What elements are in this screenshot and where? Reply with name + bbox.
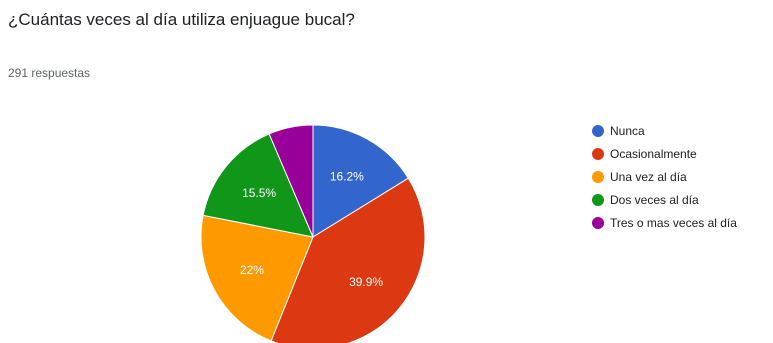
question-title: ¿Cuántas veces al día utiliza enjuague b… [8, 10, 355, 29]
legend-swatch-icon [592, 170, 604, 183]
legend-swatch-icon [592, 217, 604, 230]
legend-item-dos-veces-al-dia[interactable]: Dos veces al día [592, 189, 737, 212]
legend-item-tres-o-mas-veces-al-dia[interactable]: Tres o mas veces al día [592, 212, 737, 235]
legend-label: Dos veces al día [610, 193, 699, 208]
legend-swatch-icon [592, 124, 604, 137]
slice-value-label: 16.2% [330, 169, 364, 183]
slice-value-label: 39.9% [349, 275, 383, 289]
pie-slice-tres-o-mas-veces-al-dia[interactable] [268, 124, 314, 238]
slice-value-label: 15.5% [242, 186, 276, 200]
legend-item-una-vez-al-dia[interactable]: Una vez al día [592, 165, 737, 188]
legend-swatch-icon [592, 147, 604, 160]
pie-slice-labels: 16.2% 39.9% 22% 15.5% [240, 169, 383, 288]
pie-slice-dos-veces-al-dia[interactable] [202, 133, 314, 238]
legend-label: Una vez al día [610, 169, 687, 184]
slice-value-label: 22% [240, 263, 264, 277]
pie-slices [200, 124, 426, 343]
legend-label: Ocasionalmente [610, 146, 697, 161]
legend-label: Nunca [610, 123, 645, 138]
legend-label: Tres o mas veces al día [610, 216, 737, 231]
legend-item-nunca[interactable]: Nunca [592, 119, 737, 142]
response-count: 291 respuestas [8, 66, 91, 80]
legend-swatch-icon [592, 194, 604, 207]
pie-slice-una-vez-al-dia[interactable] [200, 214, 314, 342]
chart-legend: Nunca Ocasionalmente Una vez al día Dos vec… [592, 119, 737, 235]
legend-item-ocasionalmente[interactable]: Ocasionalmente [592, 142, 737, 165]
pie-slice-ocasionalmente[interactable] [270, 177, 426, 343]
pie-slice-nunca[interactable] [312, 124, 409, 238]
